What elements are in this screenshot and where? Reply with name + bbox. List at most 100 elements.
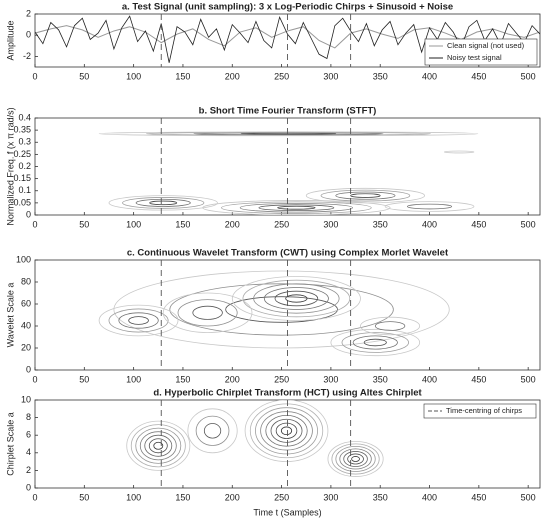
- x-tick-label: 350: [373, 71, 388, 81]
- x-tick-label: 50: [79, 219, 89, 229]
- contour-ring: [118, 312, 159, 329]
- x-tick-label: 150: [175, 71, 190, 81]
- contour-ring: [331, 443, 380, 475]
- x-tick-label: 400: [422, 219, 437, 229]
- contour-ring: [108, 308, 169, 333]
- contour-ring: [225, 296, 338, 323]
- plot-content: [98, 131, 479, 215]
- x-tick-label: 450: [471, 71, 486, 81]
- contour-ring: [363, 338, 387, 347]
- x-tick-label: 350: [373, 492, 388, 502]
- panel-title: a. Test Signal (unit sampling): 3 x Log-…: [122, 2, 453, 13]
- contour-ring: [335, 191, 396, 200]
- contour-ring: [153, 441, 164, 450]
- contour-ring: [258, 204, 335, 212]
- contour-ring: [327, 440, 384, 477]
- y-tick-label: 0.15: [13, 173, 31, 183]
- x-tick-label: 250: [274, 492, 289, 502]
- contour-ring: [135, 427, 182, 464]
- contour-ring: [202, 200, 391, 215]
- contour-ring: [169, 283, 394, 336]
- contour-ring: [162, 292, 253, 333]
- contour-ring: [285, 294, 308, 303]
- x-tick-label: 450: [471, 219, 486, 229]
- contour-ring: [231, 276, 361, 321]
- x-tick-label: 250: [274, 219, 289, 229]
- x-tick-label: 400: [422, 492, 437, 502]
- x-tick-label: 350: [373, 219, 388, 229]
- y-tick-label: 60: [21, 298, 31, 308]
- contour-ring: [351, 456, 360, 462]
- legend-label: Time-centring of chirps: [446, 406, 522, 415]
- contour-ring: [139, 431, 177, 461]
- x-tick-label: 200: [225, 492, 240, 502]
- y-tick-label: 0.1: [18, 185, 31, 195]
- y-tick-label: 0: [26, 364, 31, 374]
- contour-ring: [263, 287, 329, 310]
- contour-ring: [113, 270, 450, 349]
- contour-ring: [347, 453, 364, 465]
- contour-ring: [253, 283, 340, 314]
- contour-ring: [242, 279, 351, 318]
- y-tick-label: 0.35: [13, 125, 31, 135]
- contour-ring: [122, 197, 205, 209]
- contour-ring: [406, 203, 453, 210]
- y-tick-label: 20: [21, 342, 31, 352]
- y-tick-label: 80: [21, 276, 31, 286]
- x-tick-label: 150: [175, 492, 190, 502]
- x-tick-label: 0: [32, 492, 37, 502]
- contour-ring: [187, 408, 238, 454]
- contour-ring: [374, 321, 406, 331]
- contour-ring: [193, 132, 384, 136]
- contour-ring: [280, 426, 293, 436]
- y-tick-label: 6: [26, 430, 31, 440]
- contour-ring: [339, 448, 372, 470]
- y-tick-label: 40: [21, 320, 31, 330]
- y-tick-label: 2: [26, 8, 31, 18]
- contour-ring: [277, 205, 316, 210]
- legend: [424, 38, 538, 66]
- contour-ring: [265, 414, 308, 447]
- contour-ring: [177, 299, 238, 327]
- x-tick-label: 50: [79, 492, 89, 502]
- legend-label: Noisy test signal: [447, 53, 502, 62]
- x-tick-label: 100: [126, 374, 141, 384]
- x-tick-label: 0: [32, 374, 37, 384]
- legend: [423, 403, 537, 419]
- y-axis-label: Wavelet Scale a: [5, 283, 15, 348]
- x-tick-label: 300: [323, 219, 338, 229]
- plot-content: [98, 270, 450, 357]
- x-tick-label: 400: [422, 71, 437, 81]
- contour-ring: [335, 445, 376, 472]
- x-tick-label: 450: [471, 492, 486, 502]
- x-tick-label: 0: [32, 219, 37, 229]
- contour-ring: [126, 420, 191, 471]
- x-tick-label: 250: [274, 71, 289, 81]
- contour-ring: [240, 132, 337, 135]
- panel-title: b. Short Time Fourier Transform (STFT): [199, 106, 377, 117]
- x-tick-label: 500: [521, 219, 536, 229]
- plot-content: [126, 400, 384, 477]
- x-tick-label: 200: [225, 71, 240, 81]
- x-tick-label: 500: [521, 374, 536, 384]
- contour-ring: [341, 332, 409, 353]
- contour-ring: [343, 451, 368, 467]
- y-tick-label: 8: [26, 412, 31, 422]
- x-tick-label: 100: [126, 71, 141, 81]
- contour-ring: [360, 316, 421, 336]
- contour-ring: [384, 201, 475, 212]
- y-axis-label: Amplitude: [5, 20, 15, 60]
- contour-ring: [128, 316, 149, 325]
- y-axis-label: Chirplet Scale a: [5, 412, 15, 476]
- y-tick-label: 0.3: [18, 137, 31, 147]
- contour-ring: [249, 403, 324, 459]
- contour-ring: [146, 131, 431, 136]
- contour-ring: [255, 407, 318, 455]
- x-tick-label: 100: [126, 219, 141, 229]
- contour-ring: [195, 415, 230, 446]
- x-tick-label: 200: [225, 219, 240, 229]
- x-tick-label: 500: [521, 492, 536, 502]
- x-tick-label: 500: [521, 71, 536, 81]
- x-tick-label: 150: [175, 374, 190, 384]
